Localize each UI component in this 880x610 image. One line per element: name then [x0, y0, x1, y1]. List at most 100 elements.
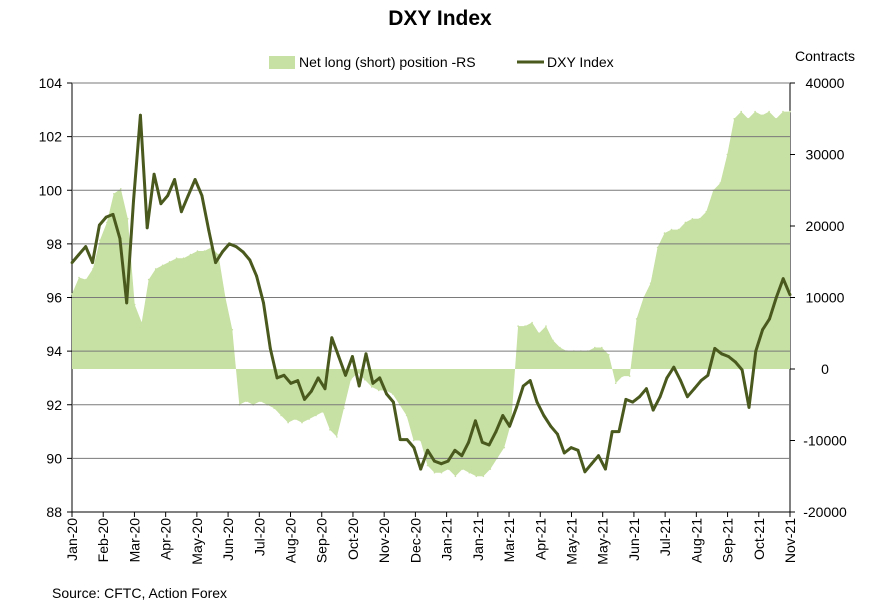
dxy-point — [679, 379, 682, 382]
dxy-point — [330, 336, 334, 340]
x-tick-label: Jan-20 — [64, 518, 80, 561]
net-position-point — [621, 375, 624, 377]
dxy-point — [515, 406, 518, 409]
net-position-point — [517, 325, 519, 327]
dxy-point — [768, 317, 771, 321]
chart-title: DXY Index — [388, 7, 492, 30]
dxy-point — [727, 355, 730, 358]
x-tick-label: Mar-21 — [501, 518, 517, 563]
left-tick-label: 88 — [46, 504, 62, 520]
dxy-point — [501, 414, 505, 417]
dxy-point — [309, 389, 313, 393]
dxy-point — [186, 194, 190, 198]
dxy-point — [460, 454, 464, 458]
net-position-point — [559, 346, 561, 349]
x-tick-label: Aug-21 — [688, 518, 704, 563]
net-position-point — [329, 429, 331, 431]
net-position-point — [161, 264, 164, 267]
dxy-point — [692, 387, 696, 391]
net-position-point — [789, 110, 791, 113]
legend-label-dxy: DXY Index — [547, 54, 614, 70]
dxy-point — [104, 215, 108, 219]
dxy-point — [788, 293, 792, 297]
x-tick-label: Jul-21 — [657, 518, 673, 556]
dxy-point — [597, 454, 600, 458]
x-tick-label: Dec-20 — [407, 518, 423, 563]
dxy-point — [549, 424, 553, 428]
dxy-point — [337, 355, 341, 358]
net-position-point — [768, 110, 770, 113]
dxy-point — [583, 470, 587, 474]
net-position-point — [691, 218, 694, 220]
net-position-point — [113, 193, 115, 195]
dxy-point — [638, 395, 641, 399]
net-position-point — [489, 468, 492, 470]
dxy-point — [556, 432, 559, 436]
dxy-point — [262, 301, 265, 305]
net-position-point — [120, 188, 122, 190]
net-position-point — [189, 253, 192, 256]
dxy-point — [535, 400, 539, 404]
dxy-point — [241, 250, 245, 254]
net-position-point — [294, 418, 296, 420]
dxy-point — [480, 440, 484, 444]
net-position-point — [670, 228, 673, 231]
legend-swatch-net-position — [269, 56, 295, 69]
dxy-point — [357, 384, 361, 388]
dxy-point — [781, 277, 785, 281]
net-position-point — [782, 110, 784, 113]
dxy-point — [351, 355, 354, 358]
dxy-point — [439, 462, 443, 466]
dxy-point — [275, 376, 279, 380]
dxy-point — [234, 245, 238, 249]
net-position-point — [628, 375, 631, 377]
left-tick-label: 104 — [39, 75, 63, 91]
net-position-point — [433, 471, 436, 474]
dxy-point — [521, 384, 525, 388]
x-tick-label: Mar-20 — [126, 518, 142, 563]
net-position-point — [196, 250, 199, 252]
right-tick-label: -10000 — [803, 433, 847, 449]
x-tick-label: May-21 — [595, 518, 611, 565]
dxy-point — [77, 253, 81, 256]
net-position-point — [538, 332, 540, 335]
right-axis-title: Contracts — [795, 48, 855, 64]
net-position-point — [740, 110, 742, 113]
dxy-point — [508, 424, 511, 428]
net-position-point — [99, 239, 101, 242]
x-tick-label: Jan-21 — [439, 518, 455, 561]
net-position-point — [336, 436, 338, 438]
dxy-point — [740, 368, 744, 372]
dxy-point — [221, 250, 224, 254]
dxy-point — [289, 381, 293, 385]
dxy-point — [720, 352, 723, 356]
net-position-point — [614, 382, 617, 385]
net-position-point — [719, 182, 722, 184]
net-position-point — [545, 325, 547, 327]
net-position-point — [301, 421, 303, 424]
dxy-point — [385, 392, 388, 396]
net-position-point — [231, 328, 234, 331]
dxy-point — [303, 398, 306, 401]
dxy-point — [562, 451, 566, 455]
dxy-point — [132, 199, 135, 203]
net-position-point — [698, 218, 701, 220]
dxy-point — [200, 194, 204, 198]
right-axis-ticks: 40000 30000 20000 10000 0 -10000 -20000 — [790, 75, 847, 520]
left-tick-label: 98 — [46, 236, 62, 252]
dxy-point — [487, 443, 491, 447]
net-position-point — [663, 232, 666, 234]
dxy-point — [268, 347, 272, 350]
net-position-point — [405, 414, 408, 417]
net-position-point — [747, 118, 749, 120]
dxy-point — [248, 258, 252, 262]
dxy-point — [207, 229, 211, 232]
dxy-point — [214, 261, 218, 264]
legend-label-net-position: Net long (short) position -RS — [299, 54, 476, 70]
dxy-index-line — [70, 113, 792, 474]
dxy-point — [111, 213, 115, 216]
dxy-point — [378, 376, 382, 380]
x-tick-label: Feb-20 — [95, 518, 111, 563]
x-tick-label: Apr-20 — [158, 518, 174, 560]
x-tick-label: Oct-21 — [751, 518, 767, 560]
